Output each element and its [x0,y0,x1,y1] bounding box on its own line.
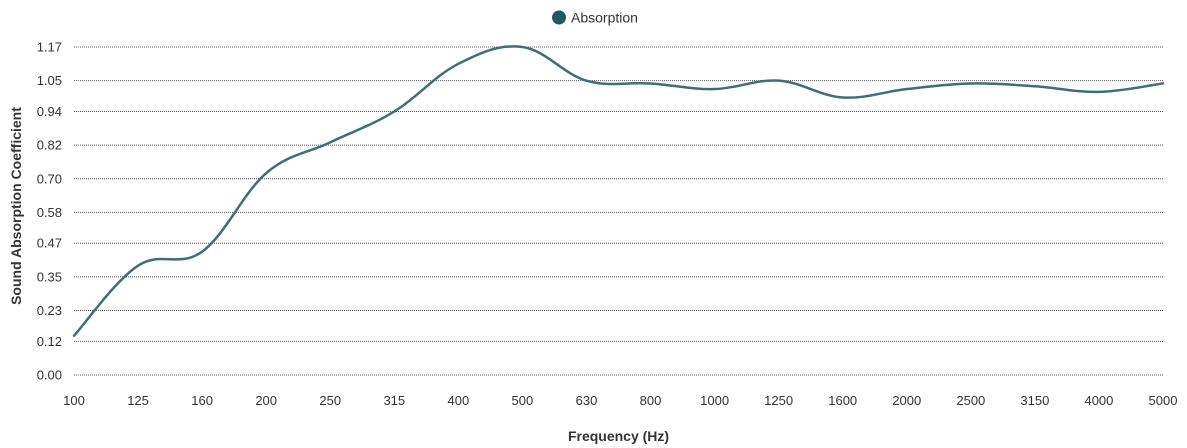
y-tick-label: 0.12 [37,334,62,349]
x-axis-title: Frequency (Hz) [568,428,669,444]
y-axis-tick-labels: 0.00 0.12 0.23 0.35 0.47 0.58 0.70 0.82 0.94 1.05… [37,40,62,383]
x-tick-label: 3150 [1020,393,1049,408]
x-tick-label: 250 [319,393,341,408]
x-tick-label: 400 [448,393,470,408]
y-tick-label: 0.35 [37,269,62,284]
x-tick-label: 200 [255,393,277,408]
y-tick-label: 1.05 [37,73,62,88]
data-point[interactable] [1030,81,1040,91]
data-point[interactable] [902,84,912,94]
legend[interactable]: Absorption [552,10,638,26]
y-tick-label: 0.94 [37,104,62,119]
data-point[interactable] [517,42,527,52]
data-point[interactable] [838,92,848,102]
x-tick-label: 315 [383,393,405,408]
data-point[interactable] [1158,78,1168,88]
x-tick-label: 160 [191,393,213,408]
series-line[interactable] [72,45,1165,338]
y-tick-label: 0.00 [37,368,62,383]
data-point[interactable] [69,331,79,341]
y-tick-label: 0.23 [37,303,62,318]
x-tick-label: 2000 [892,393,921,408]
data-point[interactable] [453,59,463,69]
data-point[interactable] [325,137,335,147]
y-axis-title: Sound Absorption Coefficient [8,107,24,305]
data-point[interactable] [389,106,399,116]
x-tick-label: 1600 [828,393,857,408]
data-point[interactable] [197,247,207,257]
gridlines [74,46,1163,376]
data-point[interactable] [710,84,720,94]
x-tick-label: 2500 [956,393,985,408]
data-point[interactable] [774,76,784,86]
x-tick-label: 5000 [1149,393,1178,408]
x-tick-label: 4000 [1084,393,1113,408]
legend-label: Absorption [571,10,638,26]
y-tick-label: 0.47 [37,236,62,251]
legend-marker-icon [552,10,566,25]
y-tick-label: 0.58 [37,205,62,220]
data-point[interactable] [966,78,976,88]
series-group [69,42,1168,341]
x-tick-label: 630 [576,393,598,408]
x-tick-label: 125 [127,393,149,408]
y-tick-label: 0.82 [37,138,62,153]
data-point[interactable] [646,78,656,88]
data-point[interactable] [133,261,143,271]
data-point[interactable] [1094,87,1104,97]
x-tick-label: 800 [640,393,662,408]
data-point[interactable] [261,168,271,178]
y-tick-label: 1.17 [37,40,62,55]
x-axis-tick-labels: 100 125 160 200 250 315 400 500 630 800 1000 1250 16… [63,393,1177,408]
y-tick-label: 0.70 [37,171,62,186]
x-tick-label: 100 [63,393,85,408]
data-point[interactable] [581,76,591,86]
x-tick-label: 500 [512,393,534,408]
x-tick-label: 1000 [700,393,729,408]
x-tick-label: 1250 [764,393,793,408]
